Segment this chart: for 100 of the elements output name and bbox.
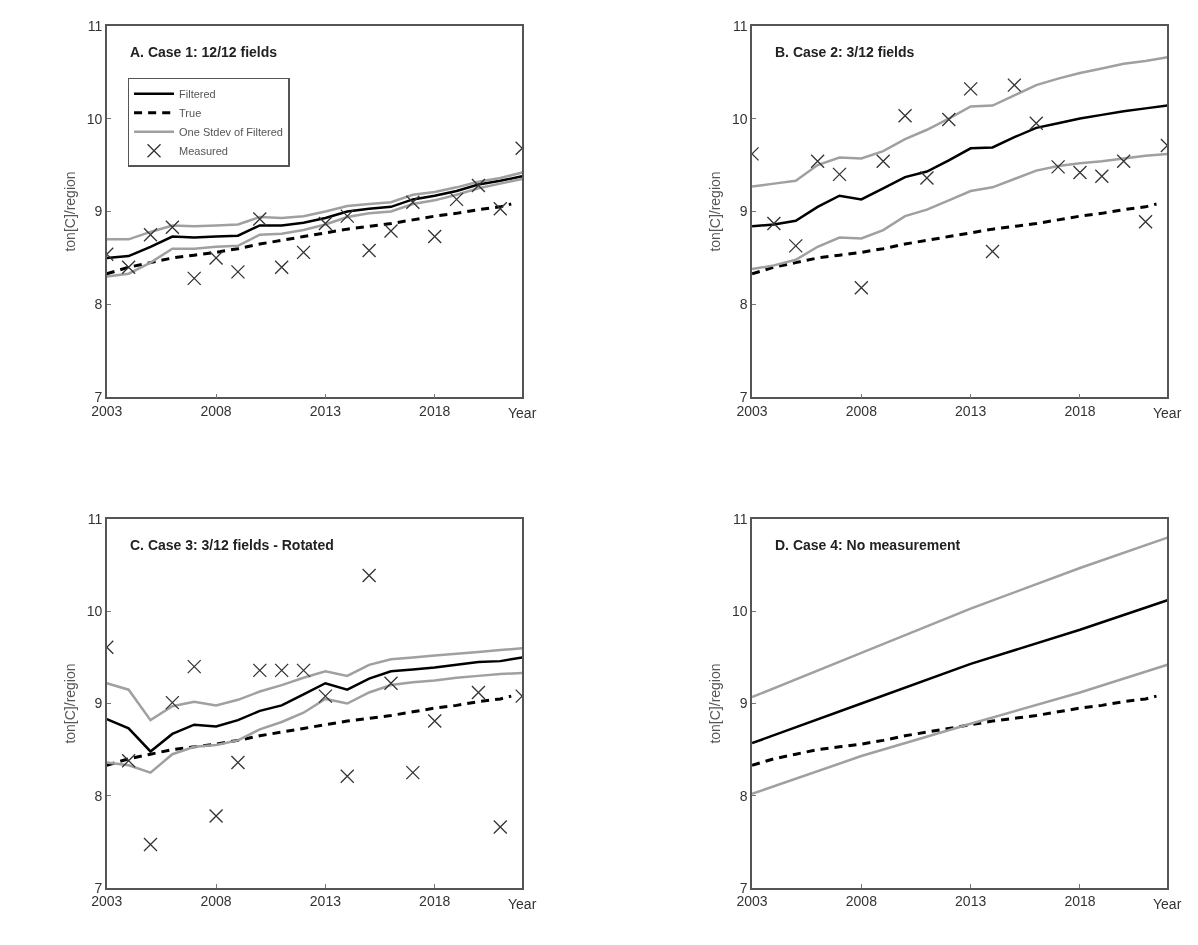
y-tick-label: 9 — [94, 203, 103, 220]
point — [471, 685, 486, 700]
point — [318, 216, 333, 231]
text: B. Case 2: 3/12 fields — [775, 44, 915, 60]
point — [165, 695, 180, 710]
x-tick-label: 2018 — [419, 402, 451, 419]
x-axis-title: Year — [508, 405, 537, 421]
line-series — [752, 599, 1168, 745]
point — [296, 663, 311, 678]
text: D. Case 4: No measurement — [775, 537, 961, 553]
line-series — [106, 671, 523, 774]
point — [963, 81, 978, 97]
point — [1116, 154, 1131, 169]
point — [766, 216, 782, 231]
x-axis-title: Year — [1153, 405, 1182, 421]
line-series — [752, 536, 1168, 699]
line-series — [752, 202, 1158, 276]
line-series — [752, 56, 1168, 188]
y-tick-label: 7 — [94, 879, 103, 896]
point — [187, 659, 202, 674]
point — [832, 167, 847, 182]
y-axis-title: ton[C]/region — [61, 171, 78, 252]
line-series — [752, 694, 1158, 767]
x-tick-label: 2018 — [1064, 893, 1096, 910]
legend-label: Filtered — [179, 88, 216, 101]
x-tick-label: 2018 — [419, 893, 451, 910]
x-tick-label: 2013 — [955, 893, 987, 910]
point — [788, 238, 803, 254]
point — [383, 223, 399, 239]
text: C. Case 3: 3/12 fields - Rotated — [130, 537, 334, 553]
point — [876, 154, 891, 169]
line-series — [106, 174, 523, 260]
y-tick-label: 8 — [739, 296, 748, 313]
y-tick-label: 9 — [739, 203, 748, 220]
point — [854, 280, 869, 295]
y-tick-label: 9 — [94, 695, 103, 712]
point — [493, 201, 508, 216]
point — [449, 192, 464, 207]
point — [230, 755, 246, 770]
x-tick-label: 2013 — [955, 402, 987, 419]
y-tick-label: 11 — [87, 511, 103, 528]
line-series — [752, 663, 1168, 796]
point — [187, 271, 202, 286]
x-tick-label: 2013 — [309, 402, 342, 419]
point — [383, 676, 399, 691]
point — [405, 195, 420, 210]
y-tick-label: 11 — [87, 17, 103, 34]
y-axis-title: ton[C]/region — [61, 663, 78, 744]
point — [810, 154, 825, 169]
point — [208, 250, 224, 266]
y-tick-label: 10 — [86, 603, 103, 620]
point — [340, 209, 355, 224]
point — [165, 220, 180, 235]
y-axis-title: ton[C]/region — [707, 171, 724, 252]
y-tick-label: 8 — [94, 296, 103, 313]
legend-label: Measured — [179, 145, 228, 158]
line-series — [752, 104, 1168, 228]
point — [121, 260, 136, 275]
point — [471, 178, 486, 193]
y-tick-label: 11 — [732, 511, 748, 528]
point — [318, 689, 333, 704]
y-axis-title: ton[C]/region — [707, 663, 724, 744]
point — [1094, 169, 1109, 184]
y-tick-label: 10 — [731, 110, 748, 127]
point — [427, 713, 442, 729]
point — [274, 663, 289, 678]
point — [1029, 116, 1044, 131]
point — [985, 244, 1000, 259]
y-tick-label: 8 — [739, 787, 748, 804]
y-tick-label: 10 — [731, 603, 748, 620]
y-tick-label: 11 — [732, 17, 748, 34]
point — [143, 227, 158, 242]
x-tick-label: 2008 — [845, 893, 878, 910]
x-tick-label: 2013 — [309, 893, 342, 910]
point — [897, 108, 913, 123]
y-tick-label: 8 — [94, 787, 103, 804]
point — [340, 769, 355, 784]
x-axis-title: Year — [508, 896, 537, 912]
point — [252, 663, 267, 678]
x-axis-title: Year — [1153, 896, 1182, 912]
point — [296, 245, 311, 260]
line-series — [106, 202, 513, 276]
point — [361, 568, 377, 583]
point — [427, 229, 442, 244]
point — [252, 211, 267, 227]
x-tick-label: 2008 — [200, 893, 232, 910]
point — [1050, 159, 1066, 175]
point — [361, 243, 377, 258]
x-tick-label: 2018 — [1064, 402, 1096, 419]
point — [274, 260, 289, 275]
line-series — [106, 171, 523, 241]
point — [143, 837, 158, 852]
point — [405, 765, 420, 780]
y-tick-label: 10 — [86, 110, 103, 127]
point — [1007, 78, 1022, 93]
point — [941, 112, 956, 127]
line-series — [106, 177, 523, 278]
y-tick-label: 7 — [739, 879, 748, 896]
point — [208, 808, 224, 824]
x-tick-label: 2008 — [845, 402, 878, 419]
